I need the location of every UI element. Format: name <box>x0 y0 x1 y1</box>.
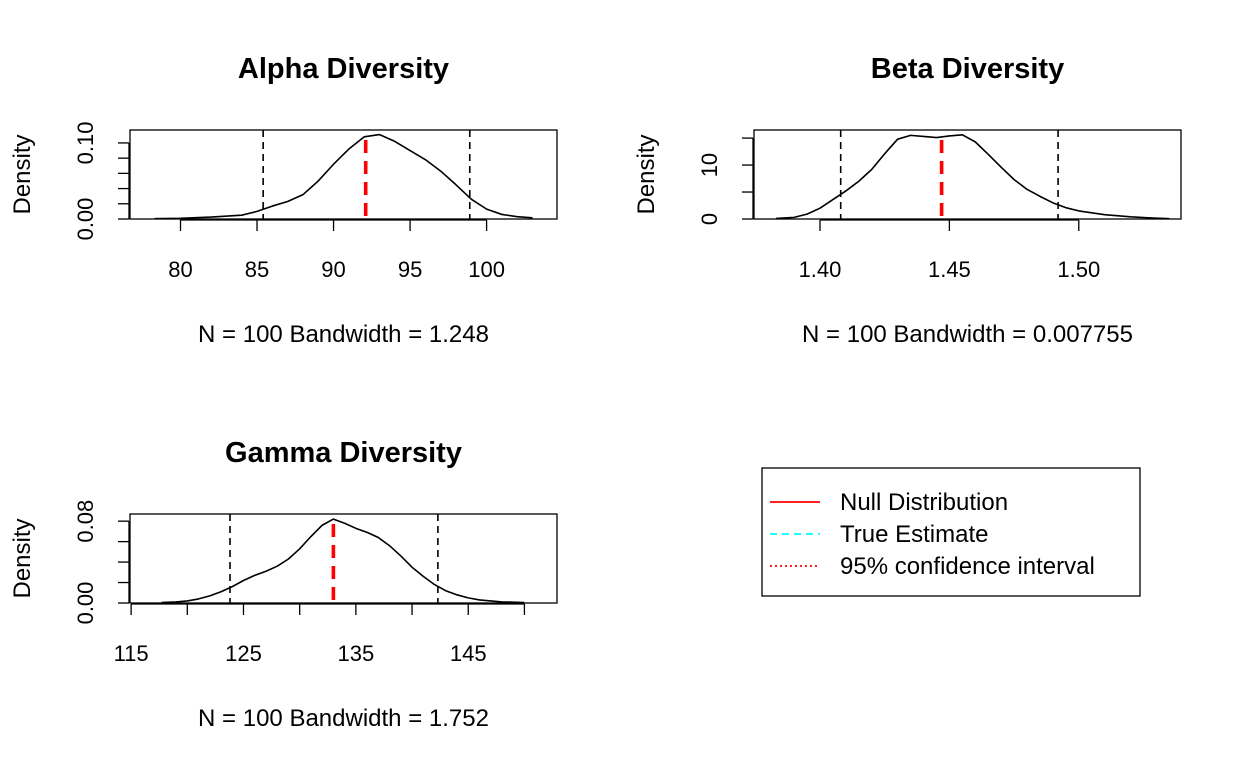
gamma-y-label: Density <box>9 518 36 598</box>
beta-x-axis: 1.40 1.45 1.50 <box>799 219 1100 282</box>
beta-x-tick-label: 1.45 <box>928 257 971 282</box>
gamma-x-tick-label: 125 <box>225 641 262 666</box>
beta-x-tick-label: 1.50 <box>1057 257 1100 282</box>
gamma-x-label: N = 100 Bandwidth = 1.752 <box>198 705 489 732</box>
beta-x-label: N = 100 Bandwidth = 0.007755 <box>802 321 1133 348</box>
gamma-y-axis: 0.00 0.08 <box>73 500 130 625</box>
alpha-x-tick-label: 80 <box>168 257 192 282</box>
gamma-panel: Gamma Diversity 115 125 135 145 0.00 0.08 N = 1… <box>9 437 558 732</box>
alpha-x-label: N = 100 Bandwidth = 1.248 <box>198 321 489 348</box>
legend-box <box>761 467 1141 597</box>
beta-y-axis: 0 10 <box>697 137 754 225</box>
alpha-panel: Alpha Diversity 80 85 90 95 100 0.00 0.10 N = 10… <box>9 53 558 348</box>
gamma-x-tick-label: 115 <box>114 641 149 666</box>
gamma-density-line <box>161 518 525 604</box>
alpha-density-line <box>154 133 533 220</box>
alpha-y-tick-label: 0.00 <box>73 198 98 241</box>
alpha-x-tick-label: 90 <box>321 257 345 282</box>
beta-panel: Beta Diversity 1.40 1.45 1.50 0 10 N = 100 Ban… <box>633 53 1182 348</box>
beta-title: Beta Diversity <box>871 53 1064 85</box>
beta-plot-frame <box>753 129 1182 220</box>
beta-density-line <box>775 134 1170 220</box>
gamma-y-tick-label: 0.08 <box>73 500 98 543</box>
beta-y-tick-label: 10 <box>697 153 722 177</box>
alpha-x-tick-label: 85 <box>245 257 269 282</box>
alpha-title: Alpha Diversity <box>238 53 449 85</box>
legend-label-null: Null Distribution <box>840 489 1008 516</box>
legend-label-true: True Estimate <box>840 521 989 548</box>
alpha-x-tick-label: 100 <box>468 257 505 282</box>
beta-y-label: Density <box>633 134 660 214</box>
gamma-x-axis: 115 125 135 145 <box>114 603 526 666</box>
alpha-y-tick-label: 0.10 <box>73 122 98 165</box>
gamma-x-tick-label: 135 <box>338 641 375 666</box>
gamma-title: Gamma Diversity <box>225 437 462 469</box>
alpha-x-tick-label: 95 <box>398 257 422 282</box>
gamma-y-tick-label: 0.00 <box>73 582 98 625</box>
legend-label-ci: 95% confidence interval <box>840 553 1095 580</box>
beta-y-tick-label: 0 <box>697 213 722 225</box>
beta-x-tick-label: 1.40 <box>799 257 842 282</box>
gamma-plot-frame <box>129 513 558 604</box>
gamma-x-tick-label: 145 <box>450 641 487 666</box>
alpha-plot-frame <box>129 129 558 220</box>
legend: Null Distribution True Estimate 95% conf… <box>761 467 1141 597</box>
alpha-y-label: Density <box>9 134 36 214</box>
alpha-x-axis: 80 85 90 95 100 <box>168 219 505 282</box>
alpha-y-axis: 0.00 0.10 <box>73 122 130 241</box>
